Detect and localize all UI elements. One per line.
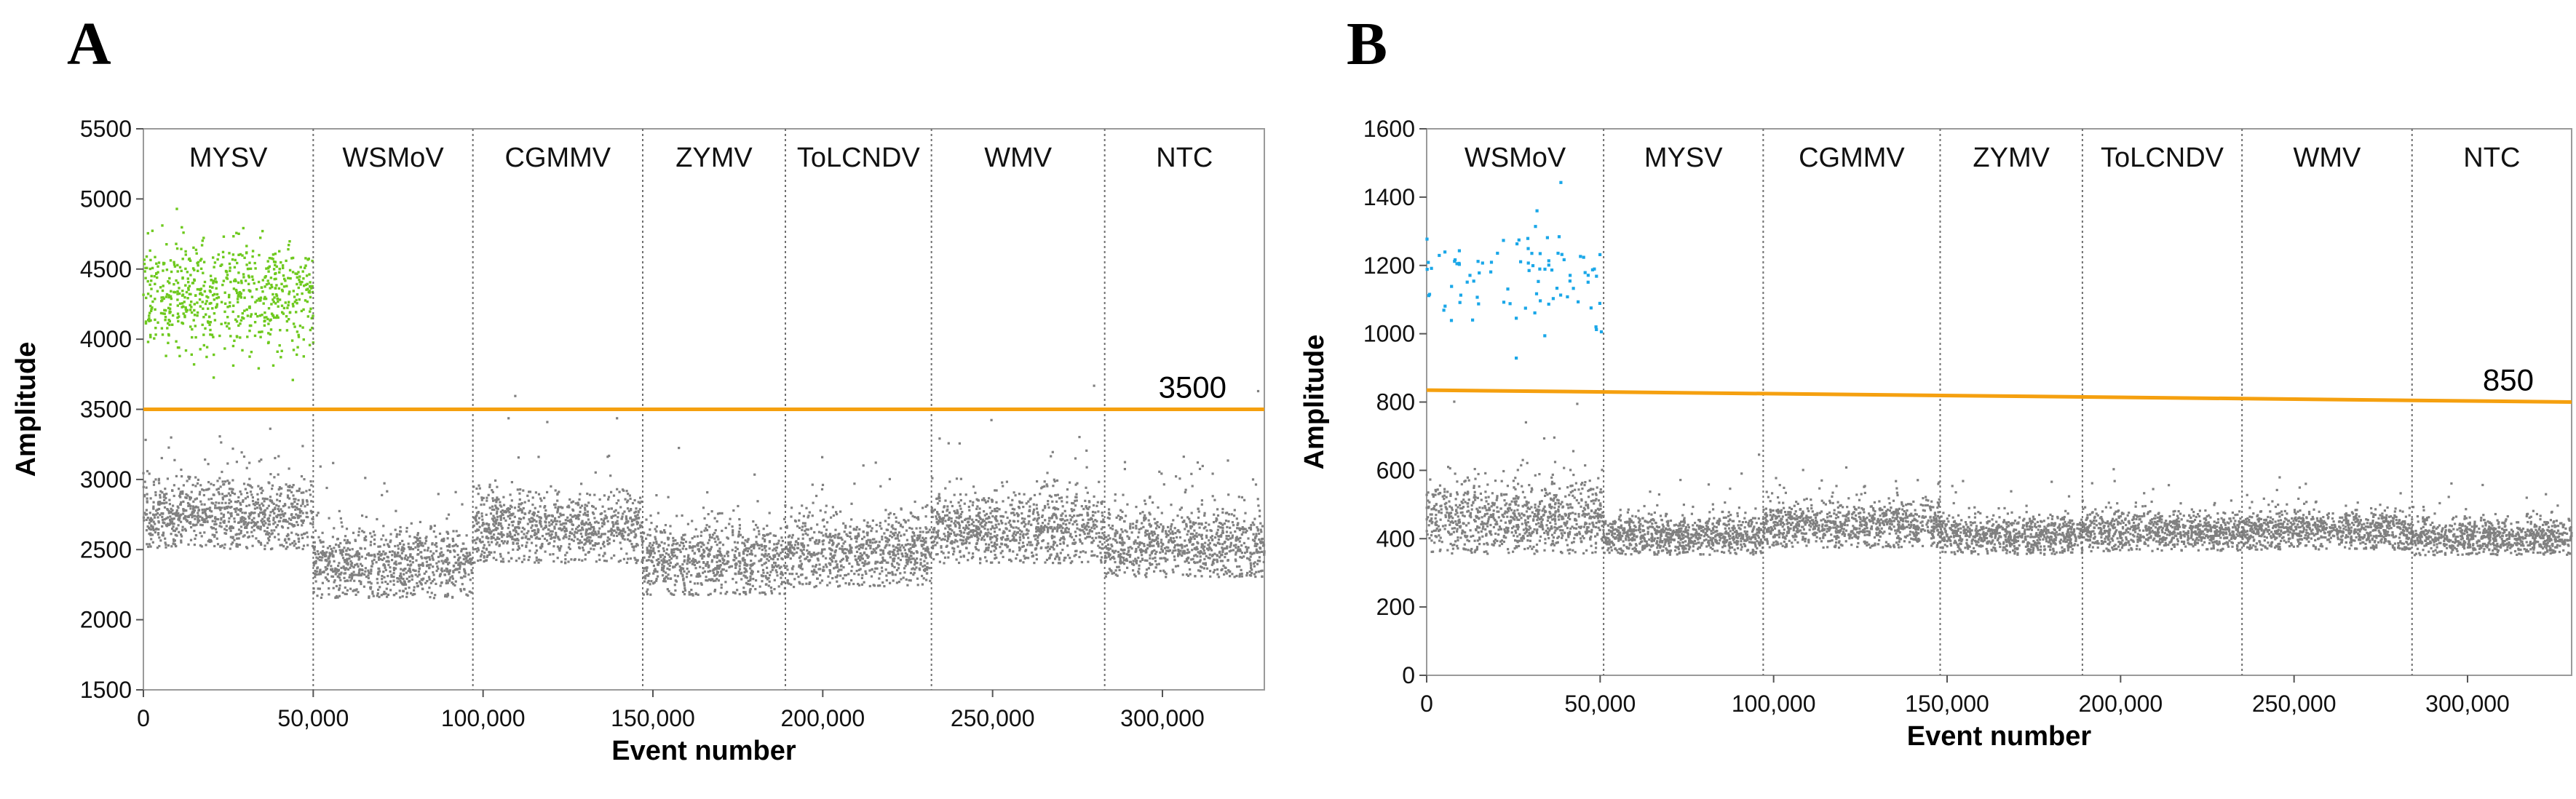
y-axis-title: Amplitude — [1299, 335, 1330, 470]
x-tick-label: 150,000 — [1905, 691, 1989, 717]
y-tick-label: 1200 — [1363, 253, 1415, 279]
sample-label-tolcndv: ToLCNDV — [2101, 143, 2224, 173]
sample-label-cgmmv: CGMMV — [1799, 143, 1905, 173]
y-tick-label: 3500 — [80, 397, 132, 423]
x-tick-label: 300,000 — [2425, 691, 2510, 717]
sample-label-mysv: MYSV — [189, 143, 268, 173]
x-tick-label: 200,000 — [2078, 691, 2163, 717]
y-tick-label: 1400 — [1363, 184, 1415, 210]
y-tick-label: 0 — [1402, 662, 1415, 688]
chart-panel-a: A MYSV WSMoV CGMMV ZYMV ToLCNDV WMV NTC 3500 1500… — [0, 0, 1288, 795]
y-tick-label: 4500 — [80, 256, 132, 282]
x-tick-label: 300,000 — [1120, 705, 1205, 731]
y-tick-label: 600 — [1376, 457, 1415, 483]
sample-label-zymv: ZYMV — [1973, 143, 2050, 173]
y-tick-label: 800 — [1376, 389, 1415, 416]
sample-label-wsmov: WSMoV — [1465, 143, 1566, 173]
y-tick-label: 1600 — [1363, 116, 1415, 142]
y-tick-label: 4000 — [80, 326, 132, 352]
y-tick-label: 2500 — [80, 536, 132, 563]
y-tick-label: 5500 — [80, 116, 132, 142]
x-tick-label: 100,000 — [1732, 691, 1816, 717]
x-tick-label: 0 — [137, 705, 150, 731]
panel-letter: A — [67, 10, 111, 78]
x-tick-label: 250,000 — [951, 705, 1035, 731]
panel-letter: B — [1347, 10, 1387, 78]
x-tick-label: 250,000 — [2252, 691, 2337, 717]
sample-label-tolcndv: ToLCNDV — [797, 143, 921, 173]
y-axis-title: Amplitude — [11, 342, 41, 477]
y-tick-label: 1500 — [80, 677, 132, 703]
sample-label-wmv: WMV — [984, 143, 1053, 173]
sample-label-wsmov: WSMoV — [342, 143, 444, 173]
x-axis-title: Event number — [611, 736, 796, 766]
x-tick-label: 50,000 — [1564, 691, 1636, 717]
x-axis-title: Event number — [1907, 721, 2092, 752]
y-tick-label: 3000 — [80, 466, 132, 493]
y-tick-label: 2000 — [80, 607, 132, 633]
chart-b-svg: B WSMoV MYSV CGMMV ZYMV ToLCNDV WMV NTC 850 0 200 4… — [1288, 0, 2576, 795]
sample-label-mysv: MYSV — [1644, 143, 1723, 173]
x-tick-label: 0 — [1420, 691, 1433, 717]
sample-label-wmv: WMV — [2294, 143, 2362, 173]
x-tick-label: 200,000 — [780, 705, 865, 731]
sample-label-ntc: NTC — [1156, 143, 1213, 173]
y-tick-label: 1000 — [1363, 321, 1415, 347]
y-tick-label: 200 — [1376, 594, 1415, 620]
chart-a-svg: A MYSV WSMoV CGMMV ZYMV ToLCNDV WMV NTC 3500 1500… — [0, 0, 1288, 795]
y-tick-label: 400 — [1376, 525, 1415, 552]
y-tick-label: 5000 — [80, 186, 132, 212]
sample-label-zymv: ZYMV — [675, 143, 753, 173]
threshold-label: 850 — [2483, 363, 2534, 397]
threshold-label: 3500 — [1159, 370, 1226, 405]
x-tick-label: 100,000 — [441, 705, 526, 731]
sample-label-cgmmv: CGMMV — [505, 143, 611, 173]
chart-panel-b: B WSMoV MYSV CGMMV ZYMV ToLCNDV WMV NTC 850 0 200 4… — [1288, 0, 2576, 795]
sample-label-ntc: NTC — [2463, 143, 2520, 173]
x-tick-label: 50,000 — [277, 705, 349, 731]
x-tick-label: 150,000 — [611, 705, 695, 731]
